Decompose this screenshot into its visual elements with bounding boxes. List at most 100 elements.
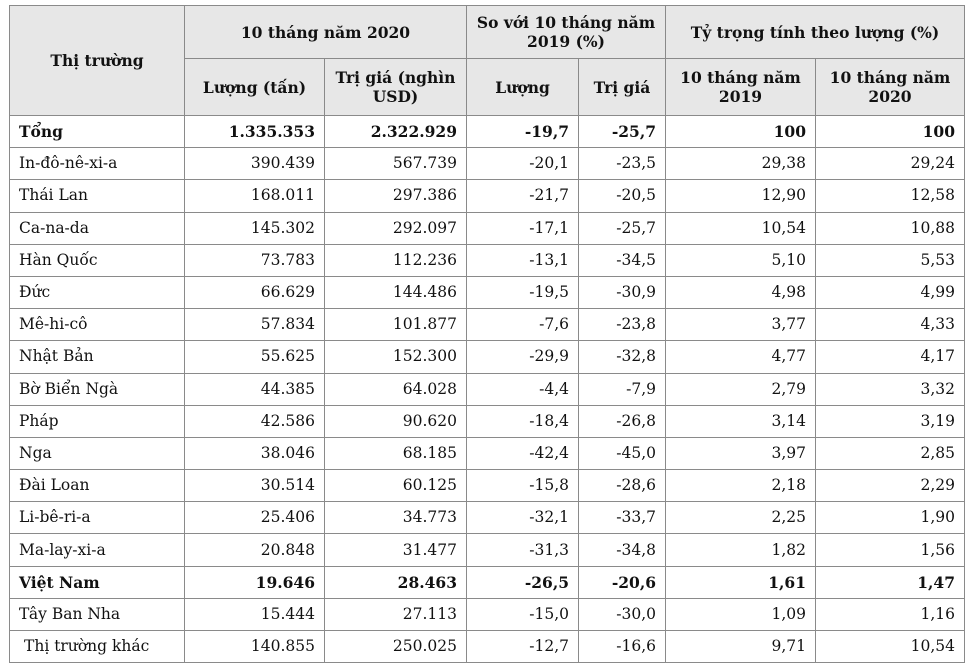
header-group-compare: So với 10 tháng năm 2019 (%) [466,5,666,59]
header-share-2019: 10 tháng năm 2019 [665,58,816,116]
cell-volume: 15.444 [184,597,325,632]
cell-share-2020: 1,47 [815,565,965,599]
cell-share-2020: 10,54 [815,629,965,664]
cell-volume: 44.385 [184,372,325,406]
header-row-2: Lượng (tấn) Trị giá (nghìn USD) Lượng Tr… [10,58,965,116]
cell-volume: 38.046 [184,436,325,471]
cell-cmp-value: -25,7 [578,211,666,245]
table-row: Ca-na-da 145.302 292.097 -17,1 -25,7 10,54 10,… [9,211,965,245]
cell-market: Đài Loan [9,469,185,503]
cell-volume: 1.335.353 [184,114,325,149]
cell-market: Pháp [9,404,185,438]
cell-cmp-volume: -17,1 [466,211,579,245]
cell-cmp-value: -20,6 [578,565,666,599]
cell-value: 60.125 [324,469,467,503]
header-value: Trị giá (nghìn USD) [324,58,467,116]
cell-cmp-volume: -19,5 [466,275,579,310]
cell-market: Tây Ban Nha [9,597,185,632]
cell-cmp-value: -32,8 [578,340,666,374]
table-row: Thị trường khác 140.855 250.025 -12,7 -16,6 9… [9,629,965,664]
table-row: Tây Ban Nha 15.444 27.113 -15,0 -30,0 1,09 1,1… [9,597,965,632]
cell-cmp-value: -33,7 [578,501,666,535]
cell-share-2020: 1,16 [815,597,965,632]
cell-share-2019: 3,14 [665,404,816,438]
cell-share-2020: 2,29 [815,469,965,503]
cell-value: 90.620 [324,404,467,438]
cell-value: 2.322.929 [324,114,467,149]
cell-market: In-đô-nê-xi-a [9,147,185,181]
cell-share-2019: 1,09 [665,597,816,632]
cell-volume: 30.514 [184,469,325,503]
cell-volume: 19.646 [184,565,325,599]
cell-cmp-value: -34,8 [578,533,666,567]
cell-share-2019: 12,90 [665,179,816,213]
header-cmp-value: Trị giá [578,58,666,116]
table-row: Hàn Quốc 73.783 112.236 -13,1 -34,5 5,10 5,53 [9,243,965,277]
header-group-2020: 10 tháng năm 2020 [184,5,467,59]
table-row: Nga 38.046 68.185 -42,4 -45,0 3,97 2,85 [9,436,965,471]
cell-value: 152.300 [324,340,467,374]
cell-share-2020: 3,19 [815,404,965,438]
cell-share-2019: 9,71 [665,629,816,664]
cell-market: Li-bê-ri-a [9,501,185,535]
cell-market: Bờ Biển Ngà [9,372,185,406]
cell-share-2020: 3,32 [815,372,965,406]
cell-value: 297.386 [324,179,467,213]
cell-value: 101.877 [324,308,467,342]
cell-share-2019: 4,77 [665,340,816,374]
market-data-table: Thị trường 10 tháng năm 2020 So với 10 t… [9,5,965,664]
cell-share-2020: 100 [815,114,965,149]
cell-value: 112.236 [324,243,467,277]
cell-cmp-volume: -20,1 [466,147,579,181]
table-row: Bờ Biển Ngà 44.385 64.028 -4,4 -7,9 2,79 3,32 [9,372,965,406]
header-volume: Lượng (tấn) [184,58,325,116]
cell-value: 27.113 [324,597,467,632]
table-row: Nhật Bản 55.625 152.300 -29,9 -32,8 4,77 4,17 [9,340,965,374]
cell-market: Nhật Bản [9,340,185,374]
cell-volume: 140.855 [184,629,325,664]
table-row: Ma-lay-xi-a 20.848 31.477 -31,3 -34,8 1,82 1,5… [9,533,965,567]
cell-share-2020: 4,33 [815,308,965,342]
cell-value: 292.097 [324,211,467,245]
cell-market: Ma-lay-xi-a [9,533,185,567]
cell-cmp-value: -16,6 [578,629,666,664]
table-row: In-đô-nê-xi-a 390.439 567.739 -20,1 -23,5 29,… [9,147,965,181]
cell-value: 144.486 [324,275,467,310]
cell-cmp-value: -45,0 [578,436,666,471]
cell-cmp-volume: -26,5 [466,565,579,599]
cell-share-2019: 3,97 [665,436,816,471]
cell-cmp-volume: -18,4 [466,404,579,438]
cell-cmp-value: -34,5 [578,243,666,277]
cell-cmp-volume: -12,7 [466,629,579,664]
table-row: Thái Lan 168.011 297.386 -21,7 -20,5 12,90 12,… [9,179,965,213]
cell-cmp-value: -30,0 [578,597,666,632]
cell-cmp-volume: -15,0 [466,597,579,632]
cell-market: Hàn Quốc [9,243,185,277]
cell-share-2019: 2,25 [665,501,816,535]
cell-value: 68.185 [324,436,467,471]
cell-volume: 42.586 [184,404,325,438]
cell-share-2019: 1,82 [665,533,816,567]
cell-volume: 390.439 [184,147,325,181]
cell-cmp-value: -30,9 [578,275,666,310]
cell-volume: 57.834 [184,308,325,342]
cell-cmp-value: -20,5 [578,179,666,213]
cell-market: Đức [9,275,185,310]
table-row: Đài Loan 30.514 60.125 -15,8 -28,6 2,18 2,29 [9,469,965,503]
cell-cmp-volume: -7,6 [466,308,579,342]
cell-cmp-volume: -13,1 [466,243,579,277]
header-market: Thị trường [9,5,185,116]
cell-cmp-value: -25,7 [578,114,666,149]
cell-cmp-value: -7,9 [578,372,666,406]
cell-share-2020: 10,88 [815,211,965,245]
table-row: Mê-hi-cô 57.834 101.877 -7,6 -23,8 3,77 4,33 [9,308,965,342]
cell-value: 250.025 [324,629,467,664]
cell-value: 31.477 [324,533,467,567]
table-row: Tổng 1.335.353 2.322.929 -19,7 -25,7 100 100 [9,114,965,149]
cell-cmp-volume: -31,3 [466,533,579,567]
cell-volume: 168.011 [184,179,325,213]
cell-cmp-value: -28,6 [578,469,666,503]
cell-market: Ca-na-da [9,211,185,245]
cell-cmp-value: -23,5 [578,147,666,181]
cell-volume: 145.302 [184,211,325,245]
